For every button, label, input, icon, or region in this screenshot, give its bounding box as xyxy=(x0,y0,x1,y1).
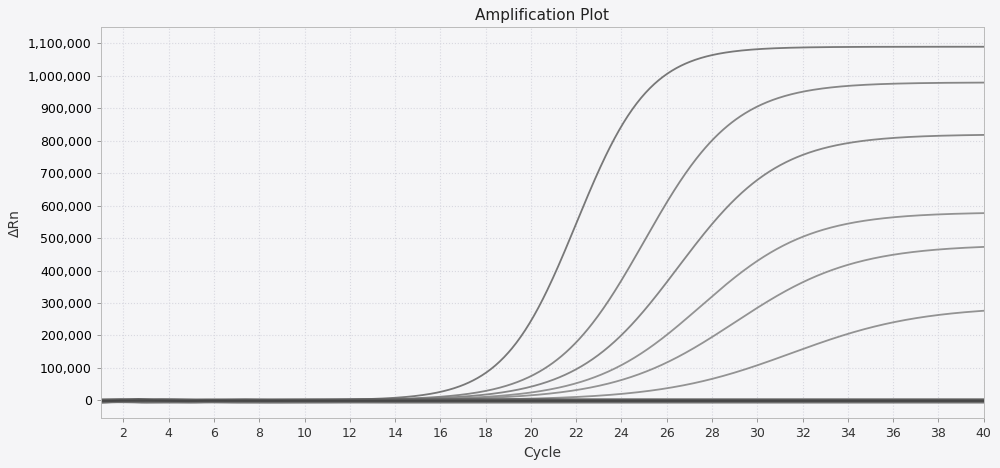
Y-axis label: ΔRn: ΔRn xyxy=(8,209,22,237)
X-axis label: Cycle: Cycle xyxy=(523,446,561,460)
Title: Amplification Plot: Amplification Plot xyxy=(475,8,609,23)
